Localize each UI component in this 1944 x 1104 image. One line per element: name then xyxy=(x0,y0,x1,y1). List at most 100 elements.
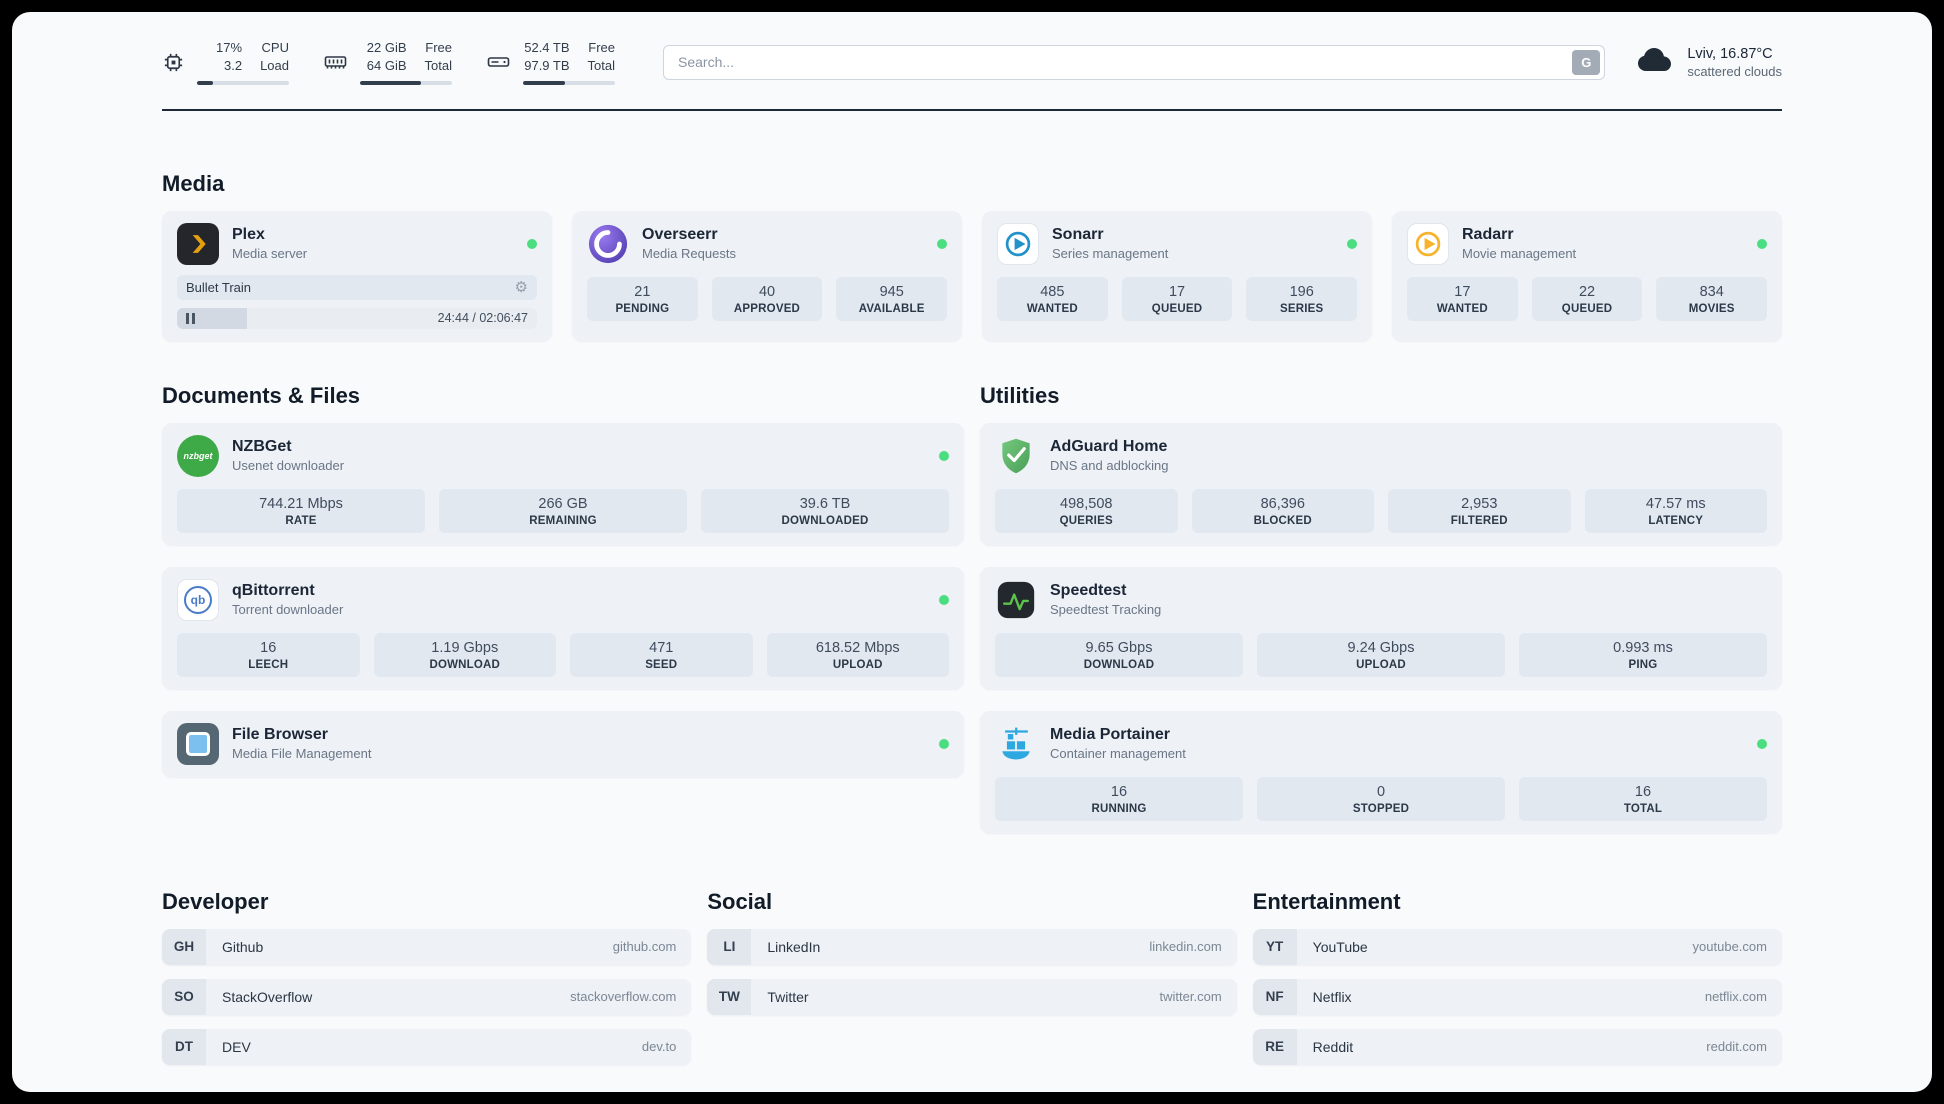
service-name: NZBGet xyxy=(232,438,292,455)
bookmark-url: github.com xyxy=(612,939,677,954)
section-title-developer: Developer xyxy=(162,888,269,914)
qbittorrent-icon: qb xyxy=(177,578,219,621)
service-card-nzbget[interactable]: nzbget NZBGet Usenet downloader 744.21 M… xyxy=(162,422,964,545)
bookmark-url: twitter.com xyxy=(1159,989,1222,1004)
stat-box: 17 WANTED xyxy=(1407,276,1518,321)
nzbget-icon: nzbget xyxy=(177,434,219,477)
weather-widget: Lviv, 16.87°C scattered clouds xyxy=(1635,46,1782,79)
service-card-portainer[interactable]: Media Portainer Container management 16 … xyxy=(980,710,1782,833)
stat-box: 0 STOPPED xyxy=(1257,776,1505,821)
service-subtitle: DNS and adblocking xyxy=(1050,458,1169,473)
bookmark-youtube[interactable]: YT YouTube youtube.com xyxy=(1252,928,1782,965)
bookmark-name: StackOverflow xyxy=(222,988,313,1005)
service-subtitle: Speedtest Tracking xyxy=(1050,602,1162,617)
cpu-bar xyxy=(197,80,289,85)
disk-values: 52.4 TB 97.9 TB xyxy=(524,40,569,75)
status-online-dot xyxy=(1757,238,1767,249)
sonarr-icon xyxy=(997,222,1039,265)
playback-time: 24:44 / 02:06:47 xyxy=(437,311,528,325)
section-documents: Documents & Files nzbget NZBGet Usenet d… xyxy=(162,383,964,833)
stat-box: 21 PENDING xyxy=(587,276,698,321)
stat-box: 16 RUNNING xyxy=(995,776,1243,821)
service-subtitle: Media File Management xyxy=(232,746,372,761)
service-card-radarr[interactable]: Radarr Movie management 17 WANTED 22 QUE… xyxy=(1392,210,1782,341)
cpu-icon xyxy=(162,51,185,74)
bookmark-abbr: LI xyxy=(707,928,752,965)
bookmark-url: reddit.com xyxy=(1706,1039,1767,1054)
media-grid: Plex Media server Bullet Train ⚙ 24:44 /… xyxy=(162,210,1782,341)
bookmark-url: dev.to xyxy=(641,1039,677,1054)
section-social: Social LI LinkedIn linkedin.com TW Twitt… xyxy=(707,889,1237,1065)
section-entertainment: Entertainment YT YouTube youtube.com NF … xyxy=(1252,888,1782,1065)
service-card-filebrowser[interactable]: File Browser Media File Management xyxy=(162,710,964,777)
bookmark-reddit[interactable]: RE Reddit reddit.com xyxy=(1252,1028,1782,1065)
status-online-dot xyxy=(939,738,949,749)
weather-condition: scattered clouds xyxy=(1687,63,1782,79)
stat-box: 485 WANTED xyxy=(997,276,1108,321)
bookmark-url: netflix.com xyxy=(1704,989,1767,1004)
service-subtitle: Series management xyxy=(1052,246,1169,261)
bookmark-github[interactable]: GH Github github.com xyxy=(162,928,692,965)
bookmark-name: Netflix xyxy=(1312,988,1352,1005)
ram-total: 64 GiB xyxy=(366,58,407,74)
bookmark-netflix[interactable]: NF Netflix netflix.com xyxy=(1252,978,1782,1015)
bookmark-linkedin[interactable]: LI LinkedIn linkedin.com xyxy=(707,928,1237,965)
service-card-sonarr[interactable]: Sonarr Series management 485 WANTED 17 Q… xyxy=(982,210,1372,341)
bookmark-abbr: GH xyxy=(162,928,206,965)
status-online-dot xyxy=(527,238,537,249)
service-name: Radarr xyxy=(1462,226,1514,243)
service-subtitle: Movie management xyxy=(1462,246,1577,261)
service-card-overseerr[interactable]: Overseerr Media Requests 21 PENDING 40 A… xyxy=(572,210,962,341)
search-input[interactable] xyxy=(663,44,1606,80)
stat-box: 2,953 FILTERED xyxy=(1388,488,1571,533)
topbar: 17% 3.2 CPU Load xyxy=(162,40,1782,85)
stat-box: 16 LEECH xyxy=(177,632,360,677)
plex-icon xyxy=(177,222,219,265)
stat-box: 47.57 ms LATENCY xyxy=(1584,488,1767,533)
section-media: Media Plex Media server xyxy=(162,171,1782,341)
service-subtitle: Torrent downloader xyxy=(232,602,344,617)
disk-icon xyxy=(486,51,511,73)
service-subtitle: Container management xyxy=(1050,746,1186,761)
bookmark-stackoverflow[interactable]: SO StackOverflow stackoverflow.com xyxy=(162,978,692,1015)
service-name: File Browser xyxy=(232,726,329,743)
stat-box: 266 GB REMAINING xyxy=(439,488,687,533)
gear-icon[interactable]: ⚙ xyxy=(514,278,528,296)
bookmark-abbr: YT xyxy=(1252,928,1297,965)
dashboard-page: 17% 3.2 CPU Load xyxy=(12,12,1932,1092)
section-title-documents: Documents & Files xyxy=(162,382,361,408)
service-card-plex[interactable]: Plex Media server Bullet Train ⚙ 24:44 /… xyxy=(162,210,552,341)
bookmark-twitter[interactable]: TW Twitter twitter.com xyxy=(707,978,1237,1015)
player-controls: 24:44 / 02:06:47 xyxy=(177,307,537,329)
bookmark-name: DEV xyxy=(222,1038,251,1055)
bookmark-dev[interactable]: DT DEV dev.to xyxy=(162,1028,692,1065)
cpu-usage: 17% xyxy=(216,40,243,55)
ram-free: 22 GiB xyxy=(366,40,407,55)
disk-free: 52.4 TB xyxy=(524,40,570,55)
service-name: AdGuard Home xyxy=(1050,438,1168,455)
stat-box: 1.19 Gbps DOWNLOAD xyxy=(373,632,556,677)
stat-box: 22 QUEUED xyxy=(1531,276,1643,321)
adguard-icon xyxy=(995,435,1037,477)
service-name: Speedtest xyxy=(1050,582,1127,599)
section-title-entertainment: Entertainment xyxy=(1252,888,1401,914)
service-card-adguard[interactable]: AdGuard Home DNS and adblocking 498,508 … xyxy=(980,422,1782,545)
service-subtitle: Media Requests xyxy=(642,246,736,261)
bookmark-url: stackoverflow.com xyxy=(570,989,677,1004)
now-playing-bar: Bullet Train ⚙ xyxy=(177,274,537,300)
service-card-qbittorrent[interactable]: qb qBittorrent Torrent downloader 16 xyxy=(162,566,964,689)
speedtest-icon xyxy=(995,579,1037,621)
service-name: Sonarr xyxy=(1052,226,1104,243)
service-name: qBittorrent xyxy=(232,582,315,599)
status-online-dot xyxy=(1757,738,1767,749)
bookmark-name: Reddit xyxy=(1312,1038,1354,1055)
bookmark-name: Github xyxy=(222,938,264,955)
search-engine-button[interactable]: G xyxy=(1572,49,1601,75)
pause-button[interactable] xyxy=(186,312,195,324)
service-name: Overseerr xyxy=(642,226,718,243)
service-card-speedtest[interactable]: Speedtest Speedtest Tracking 9.65 Gbps D… xyxy=(980,566,1782,689)
stat-box: 17 QUEUED xyxy=(1121,276,1233,321)
stat-box: 945 AVAILABLE xyxy=(836,276,948,321)
status-online-dot xyxy=(939,450,949,461)
stat-box: 618.52 Mbps UPLOAD xyxy=(766,632,949,677)
